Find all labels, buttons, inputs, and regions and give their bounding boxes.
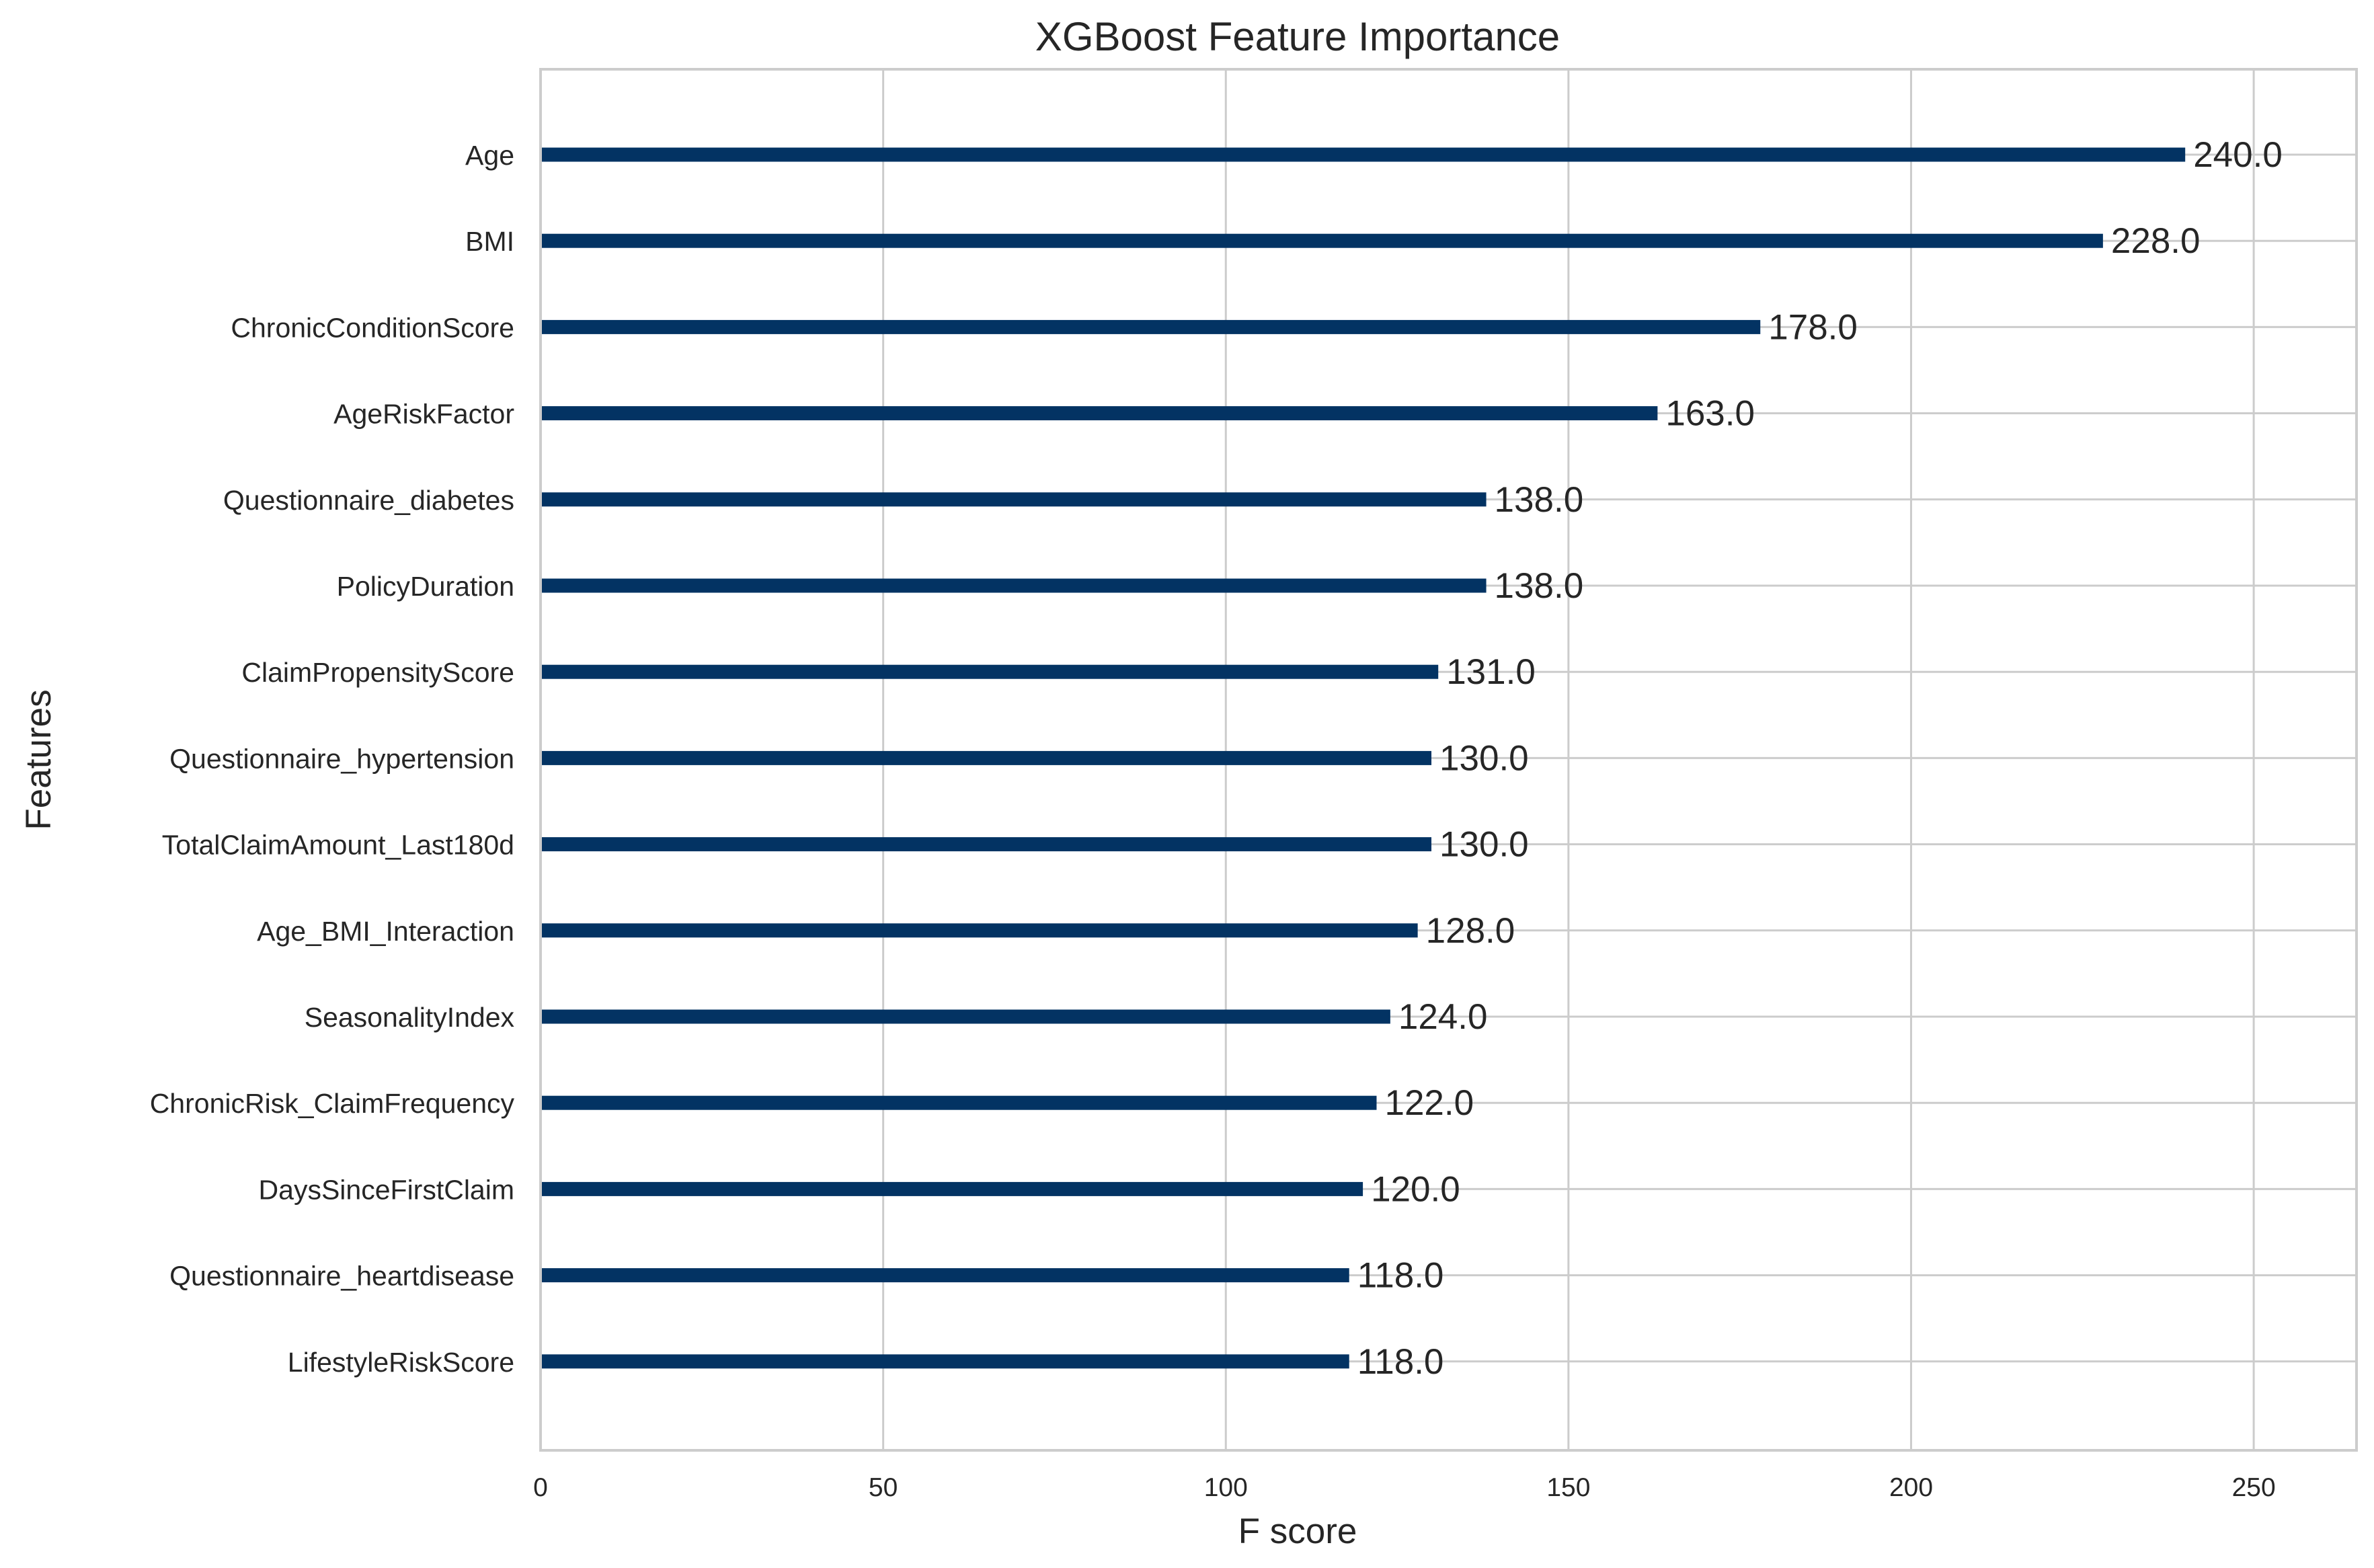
bar <box>541 1181 1363 1196</box>
bar-layer <box>541 147 2186 1369</box>
x-tick-label: 100 <box>1204 1473 1248 1502</box>
bar <box>541 1009 1390 1024</box>
category-label: DaysSinceFirstClaim <box>259 1174 514 1205</box>
bar <box>541 319 1761 334</box>
category-label: Questionnaire_heartdisease <box>169 1261 514 1292</box>
category-label: ChronicRisk_ClaimFrequency <box>150 1088 515 1119</box>
data-label: 228.0 <box>2111 221 2201 261</box>
bar <box>541 578 1487 593</box>
x-tick-label: 250 <box>2232 1473 2276 1502</box>
category-label: BMI <box>465 226 514 257</box>
data-label: 138.0 <box>1495 566 1584 606</box>
category-label: TotalClaimAmount_Last180d <box>162 830 514 861</box>
chart-title: XGBoost Feature Importance <box>1035 14 1560 59</box>
category-label: ChronicConditionScore <box>231 312 514 343</box>
bar <box>541 406 1658 421</box>
data-label: 122.0 <box>1384 1083 1474 1123</box>
x-tick-label: 50 <box>869 1473 898 1502</box>
data-label: 130.0 <box>1439 738 1529 778</box>
data-label: 131.0 <box>1446 652 1536 692</box>
category-label: AgeRiskFactor <box>333 399 514 430</box>
category-label: Questionnaire_diabetes <box>223 485 514 516</box>
bar <box>541 750 1432 765</box>
data-label: 178.0 <box>1768 307 1858 347</box>
data-label: 163.0 <box>1665 394 1755 434</box>
category-label: SeasonalityIndex <box>305 1002 515 1033</box>
bar <box>541 233 2103 248</box>
bar <box>541 492 1487 507</box>
category-label: Age_BMI_Interaction <box>257 916 514 947</box>
label-layer: 0 50 100 150 200 250 Age 240.0 BMI 228.0 ChronicCo… <box>150 135 2283 1502</box>
category-label: LifestyleRiskScore <box>288 1347 514 1378</box>
x-tick-label: 150 <box>1546 1473 1590 1502</box>
bar <box>541 1095 1377 1110</box>
data-label: 130.0 <box>1439 825 1529 865</box>
x-axis-title: F score <box>1238 1512 1357 1551</box>
category-label: ClaimPropensityScore <box>241 657 514 688</box>
bar <box>541 837 1432 852</box>
data-label: 240.0 <box>2193 135 2283 175</box>
plot-frame-rect <box>539 68 2358 1452</box>
bar <box>541 664 1439 679</box>
category-label: Questionnaire_hypertension <box>169 743 514 774</box>
plot-frame <box>539 68 2358 1452</box>
bar <box>541 923 1418 938</box>
bar <box>541 147 2186 162</box>
data-label: 128.0 <box>1426 911 1515 951</box>
bar <box>541 1354 1349 1369</box>
y-axis-title: Features <box>19 689 58 830</box>
data-label: 124.0 <box>1398 997 1488 1037</box>
x-tick-label: 0 <box>533 1473 548 1502</box>
data-label: 118.0 <box>1357 1256 1444 1296</box>
data-label: 138.0 <box>1495 480 1584 520</box>
bar <box>541 1268 1349 1283</box>
data-label: 120.0 <box>1371 1169 1460 1209</box>
category-label: Age <box>465 140 514 171</box>
category-label: PolicyDuration <box>337 571 514 602</box>
data-label: 118.0 <box>1357 1342 1444 1382</box>
x-tick-label: 200 <box>1889 1473 1933 1502</box>
